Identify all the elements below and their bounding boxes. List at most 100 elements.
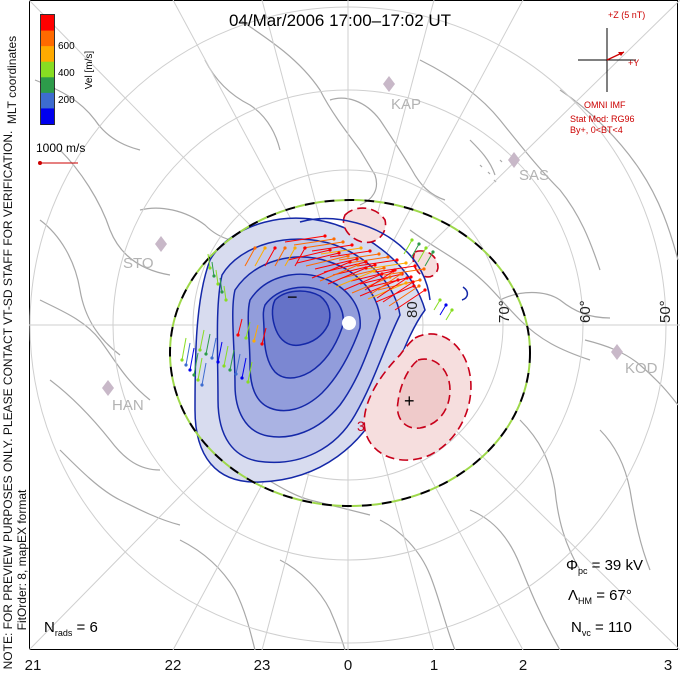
- station-marker-sto: [155, 236, 167, 252]
- velocity-vector: [368, 276, 412, 288]
- velocity-vector: [199, 329, 205, 351]
- positive-contour-label: 3: [357, 418, 365, 434]
- velocity-vector-origin: [348, 260, 352, 264]
- velocity-vector: [294, 247, 306, 267]
- velocity-vector-origin: [417, 284, 421, 288]
- colorbar-band: [41, 108, 54, 125]
- velocity-vector-origin: [356, 263, 360, 267]
- velocity-vector: [394, 289, 426, 311]
- velocity-vector-origin: [246, 380, 250, 384]
- velocity-vector-origin: [388, 275, 392, 279]
- velocity-vector: [229, 349, 235, 371]
- lat-label-70: 70°: [496, 300, 513, 323]
- imf-panel: +Z (5 nT) +Y OMNI IMF Stat Mod: RG96 By+…: [570, 10, 645, 135]
- velocity-vector: [319, 264, 359, 282]
- velocity-vector-origin: [180, 358, 184, 362]
- velocity-vector-origin: [355, 257, 359, 261]
- velocity-vector: [382, 281, 414, 303]
- velocity-vector: [296, 252, 340, 264]
- phi-pc-stat: Φpc = 39 kV: [566, 557, 643, 576]
- velocity-vector: [254, 247, 266, 267]
- velocity-vector-origin: [364, 266, 368, 270]
- max-marker: +: [404, 391, 415, 411]
- velocity-vector-origin: [417, 242, 421, 246]
- velocity-vector: [403, 239, 413, 255]
- lambda-hm-stat: ΛHM = 67°: [568, 587, 632, 606]
- velocity-vector-origin: [303, 246, 307, 250]
- velocity-vector: [253, 324, 259, 342]
- velocity-vector: [370, 273, 402, 295]
- velocity-vector: [287, 249, 331, 261]
- colorbar-band: [41, 77, 54, 94]
- velocity-vector-origin: [252, 339, 256, 343]
- velocity-vector-origin: [253, 246, 257, 250]
- velocity-vector: [181, 337, 187, 361]
- velocity-vector-origin: [377, 252, 381, 256]
- station-label-kap: KAP: [391, 96, 421, 113]
- velocity-vector-origin: [404, 261, 408, 265]
- velocity-vector: [247, 361, 253, 383]
- velocity-vector-origin: [260, 342, 264, 346]
- velocity-vector: [445, 309, 453, 321]
- velocity-vector-origin: [273, 246, 277, 250]
- mlt-label-22: 22: [165, 657, 182, 674]
- velocity-vector-origin: [337, 251, 341, 255]
- fit-order-note: FitOrder: 8, mapEX format: [15, 489, 29, 630]
- velocity-vector: [347, 256, 389, 264]
- velocity-vector: [320, 247, 362, 255]
- velocity-vector-origin: [220, 290, 224, 294]
- velocity-vector-origin: [395, 258, 399, 262]
- station-label-kod: KOD: [625, 360, 658, 377]
- velocity-vector-origin: [224, 298, 228, 302]
- min-marker: −: [287, 287, 298, 307]
- velocity-vector-origin: [438, 298, 442, 302]
- velocity-vector-origin: [328, 248, 332, 252]
- positive-potential-cell: + 3: [342, 207, 472, 461]
- coordinates-label: MLT coordinates: [5, 36, 19, 124]
- velocity-vector-origin: [380, 272, 384, 276]
- velocity-vector-origin: [382, 266, 386, 270]
- station-marker-kod: [611, 344, 623, 360]
- mlt-label-23: 23: [254, 657, 271, 674]
- velocity-vector-origin: [431, 250, 435, 254]
- velocity-vector-origin: [359, 246, 363, 250]
- velocity-vector: [237, 318, 243, 336]
- velocity-vector-origin: [368, 249, 372, 253]
- colorbar-label: Vel [m/s]: [84, 51, 95, 90]
- velocity-vector-origin: [210, 356, 214, 360]
- velocity-vector: [302, 241, 344, 249]
- velocity-vector-origin: [263, 246, 267, 250]
- station-labels: KAP SAS STO HAN KOD: [112, 96, 658, 414]
- velocity-vector-origin: [204, 352, 208, 356]
- imf-condition: By+, 0<BT<4: [570, 125, 623, 135]
- velocity-vector: [338, 253, 380, 261]
- velocity-vector-origin: [228, 368, 232, 372]
- coastlines: [34, 19, 679, 650]
- velocity-vector: [197, 357, 203, 381]
- velocity-vector-origin: [393, 268, 397, 272]
- velocity-vector: [327, 267, 367, 285]
- velocity-vector-origin: [364, 260, 368, 264]
- colorbar-tick-400: 400: [58, 68, 75, 79]
- velocity-vector-origin: [332, 237, 336, 241]
- n-rads-stat: Nrads = 6: [44, 619, 98, 638]
- velocity-vectors: [180, 234, 454, 387]
- velocity-vector-origin: [222, 364, 226, 368]
- velocity-vector-origin: [386, 255, 390, 259]
- velocity-vector: [215, 269, 219, 285]
- velocity-vector: [305, 255, 349, 267]
- velocity-vector-origin: [373, 263, 377, 267]
- station-marker-sas: [508, 152, 520, 168]
- velocity-vector: [439, 304, 447, 316]
- velocity-vector-origin: [405, 276, 409, 280]
- velocity-vector-origin: [372, 269, 376, 273]
- mlt-label-3: 3: [664, 657, 672, 674]
- velocity-vector: [417, 247, 427, 263]
- velocity-vector-origin: [283, 246, 287, 250]
- vector-scale: 1000 m/s: [36, 141, 85, 165]
- velocity-vector-origin: [396, 278, 400, 282]
- velocity-vector-origin: [418, 278, 422, 282]
- velocity-vector: [205, 333, 211, 355]
- mlt-label-21: 21: [25, 657, 42, 674]
- velocity-vector-origin: [192, 373, 196, 377]
